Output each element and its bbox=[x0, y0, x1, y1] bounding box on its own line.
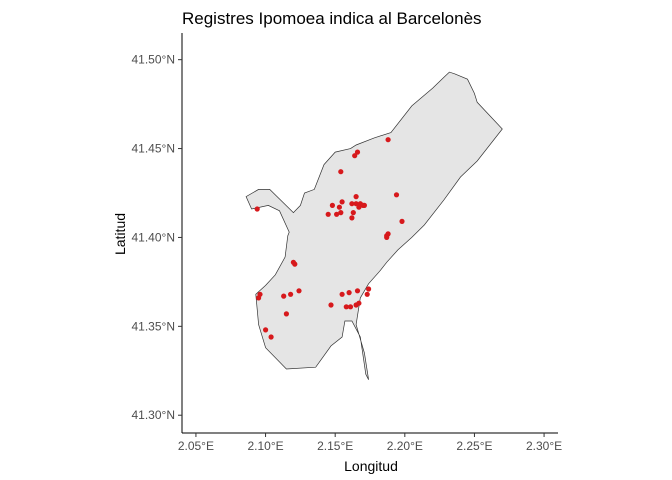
y-axis-title: Latitud bbox=[112, 213, 128, 255]
x-tick-label: 2.25°E bbox=[456, 439, 492, 453]
observation-point bbox=[343, 304, 349, 310]
observation-point bbox=[349, 201, 355, 207]
observation-point bbox=[399, 218, 405, 224]
y-tick-label: 41.45°N bbox=[132, 142, 176, 156]
y-tick-label: 41.50°N bbox=[132, 53, 176, 67]
observation-point bbox=[256, 295, 262, 301]
barcelones-region bbox=[245, 71, 503, 380]
observation-point bbox=[384, 234, 390, 240]
observation-point bbox=[385, 137, 391, 143]
observation-point bbox=[353, 201, 359, 207]
x-tick-label: 2.30°E bbox=[526, 439, 562, 453]
observation-point bbox=[347, 304, 354, 310]
observation-point bbox=[352, 153, 358, 159]
observation-points bbox=[254, 137, 405, 340]
y-tick-label: 41.40°N bbox=[132, 230, 176, 244]
observation-point bbox=[292, 261, 298, 267]
observation-point bbox=[339, 199, 345, 205]
observation-point bbox=[393, 192, 400, 198]
observation-point bbox=[328, 302, 334, 308]
observation-point bbox=[325, 211, 331, 217]
observation-point bbox=[268, 334, 274, 340]
y-tick-label: 41.30°N bbox=[132, 408, 176, 422]
y-tick-label: 41.35°N bbox=[132, 319, 176, 333]
observation-point bbox=[356, 300, 362, 306]
observation-point bbox=[288, 291, 294, 297]
observation-point bbox=[353, 194, 359, 200]
observation-point bbox=[336, 204, 342, 210]
observation-point bbox=[338, 169, 344, 175]
observation-point bbox=[354, 288, 361, 294]
observation-point bbox=[354, 149, 361, 155]
x-axis-ticks: 2.05°E 2.10°E 2.15°E 2.20°E 2.25°E 2.30°E bbox=[178, 433, 562, 453]
observation-point bbox=[346, 290, 352, 296]
observation-point bbox=[364, 291, 370, 297]
observation-point bbox=[329, 202, 335, 208]
observation-point bbox=[281, 293, 287, 299]
x-axis-title: Longitud bbox=[344, 458, 398, 474]
observation-point bbox=[296, 288, 302, 294]
observation-point bbox=[356, 204, 362, 210]
observation-point bbox=[350, 210, 356, 216]
y-axis-ticks: 41.30°N 41.35°N 41.40°N 41.45°N 41.50°N bbox=[132, 53, 182, 422]
x-tick-label: 2.20°E bbox=[387, 439, 423, 453]
chart-title: Registres Ipomoea indica al Barcelonès bbox=[182, 9, 482, 28]
x-tick-label: 2.15°E bbox=[317, 439, 353, 453]
observation-point bbox=[254, 206, 260, 212]
observation-point bbox=[360, 202, 366, 208]
observation-point bbox=[349, 215, 355, 221]
observation-point bbox=[366, 286, 372, 292]
x-tick-label: 2.10°E bbox=[247, 439, 283, 453]
observation-point bbox=[339, 291, 345, 297]
observation-point bbox=[334, 211, 340, 217]
observation-point bbox=[283, 311, 289, 317]
observation-point bbox=[338, 210, 344, 216]
observation-point bbox=[263, 327, 269, 333]
x-tick-label: 2.05°E bbox=[178, 439, 214, 453]
region-polygon bbox=[245, 71, 503, 380]
